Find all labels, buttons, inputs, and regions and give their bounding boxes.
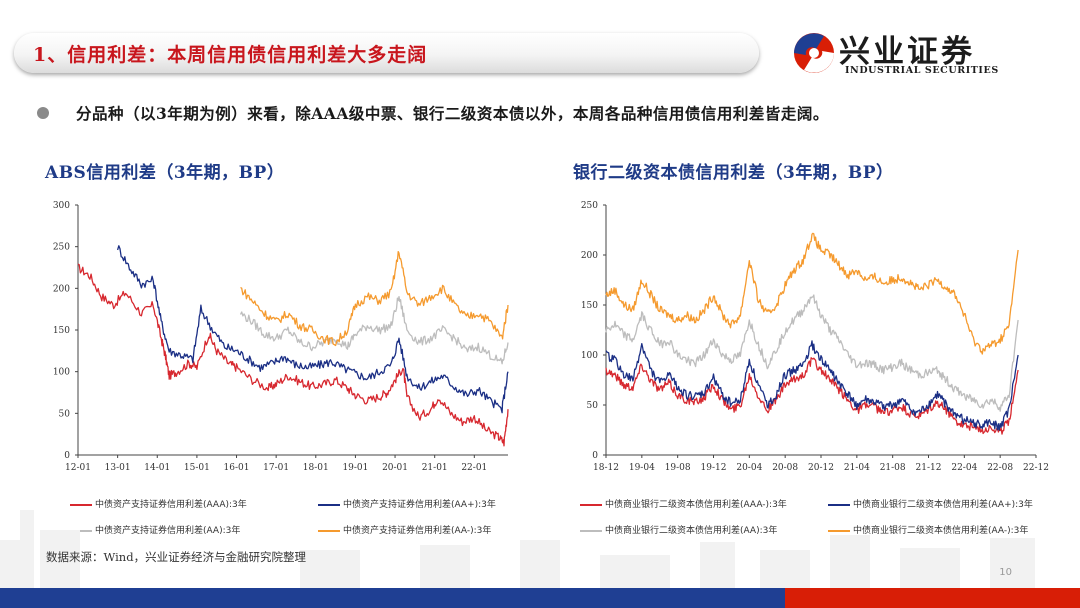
x-tick-label: 22-01 [461,463,487,473]
legend-bank-aaaminus: 中债商业银行二级资本债信用利差(AAA-):3年 [580,497,787,511]
x-tick-label: 22-12 [1023,463,1049,473]
legend-bank-aa: 中债商业银行二级资本债信用利差(AA):3年 [580,523,777,537]
y-tick-label: 50 [587,401,599,411]
x-tick-label: 12-01 [65,463,91,473]
x-tick-label: 21-08 [880,463,906,473]
series-line-4 [605,232,1019,355]
legend-bank-aaplus: 中债商业银行二级资本债信用利差(AA+):3年 [828,497,1033,511]
x-tick-label: 20-04 [736,463,762,473]
x-tick-label: 21-01 [422,463,448,473]
logo-name: 兴业证券 [839,34,975,70]
logo-mark-icon [794,33,834,73]
legend-abs-aa: 中债资产支持证券信用利差(AA):3年 [70,523,240,537]
data-source: 数据来源：Wind，兴业证券经济与金融研究院整理 [46,550,307,564]
chart-title-abs: ABS信用利差（3年期，BP） [45,163,285,183]
bullet-icon [37,107,49,119]
series-line-1 [77,263,509,447]
bank-tier2-spread-chart: 0 50 100 150 200 250 18-12 19-04 19-08 19-12 20-04… [581,201,1049,473]
x-tick-label: 18-12 [593,463,619,473]
x-tick-label: 16-01 [224,463,250,473]
y-tick-label: 150 [581,301,598,311]
page-number: 10 [999,567,1012,578]
y-tick-label: 100 [581,351,598,361]
x-tick-label: 22-08 [987,463,1013,473]
series-line-1 [605,357,1019,435]
footer-bar-blue [0,588,785,608]
x-tick-label: 18-01 [303,463,329,473]
page-title: 1、信用利差：本周信用债信用利差大多走阔 [33,44,428,66]
x-tick-label: 19-12 [701,463,727,473]
series-line-4 [240,250,509,347]
logo-english-name: INDUSTRIAL SECURITIES [845,65,999,76]
city-skyline-decoration [0,510,1035,588]
x-tick-label: 20-01 [382,463,408,473]
x-tick-label: 21-04 [844,463,870,473]
x-tick-label: 19-08 [665,463,691,473]
x-tick-label: 15-01 [184,463,210,473]
series-line-2 [116,245,509,414]
legend-abs-aaminus: 中债资产支持证券信用利差(AA-):3年 [318,523,491,537]
company-logo [794,33,834,73]
y-tick-label: 200 [53,284,70,294]
y-tick-label: 50 [59,409,71,419]
y-tick-label: 300 [53,201,70,211]
abs-spread-chart: 0 50 100 150 200 250 300 12-01 13-01 14-01 15-01 16… [53,201,509,473]
y-tick-label: 0 [64,451,70,461]
legend-abs-aaa: 中债资产支持证券信用利差(AAA):3年 [70,497,247,511]
series-line-3 [605,294,1019,412]
x-tick-label: 20-12 [808,463,834,473]
x-tick-label: 20-08 [772,463,798,473]
y-tick-label: 150 [53,326,70,336]
bullet-text: 分品种（以3年期为例）来看，除AAA级中票、银行二级资本债以外，本周各品种信用债… [76,104,829,123]
legend-abs-aaplus: 中债资产支持证券信用利差(AA+):3年 [318,497,496,511]
title-bar [14,33,759,73]
chart-title-bank: 银行二级资本债信用利差（3年期，BP） [573,163,894,183]
footer-bar-red [785,588,1080,608]
x-tick-label: 19-04 [629,463,655,473]
x-tick-label: 14-01 [144,463,170,473]
series-line-2 [605,340,1019,431]
legend-bank-aaminus: 中债商业银行二级资本债信用利差(AA-):3年 [828,523,1028,537]
y-tick-label: 200 [581,251,598,261]
x-tick-label: 22-04 [951,463,977,473]
y-tick-label: 250 [53,243,70,253]
series-line-3 [239,295,509,365]
x-tick-label: 21-12 [916,463,942,473]
y-tick-label: 250 [581,201,598,211]
x-tick-label: 17-01 [263,463,289,473]
y-tick-label: 0 [592,451,598,461]
x-tick-label: 19-01 [342,463,368,473]
y-tick-label: 100 [53,368,70,378]
x-tick-label: 13-01 [105,463,131,473]
